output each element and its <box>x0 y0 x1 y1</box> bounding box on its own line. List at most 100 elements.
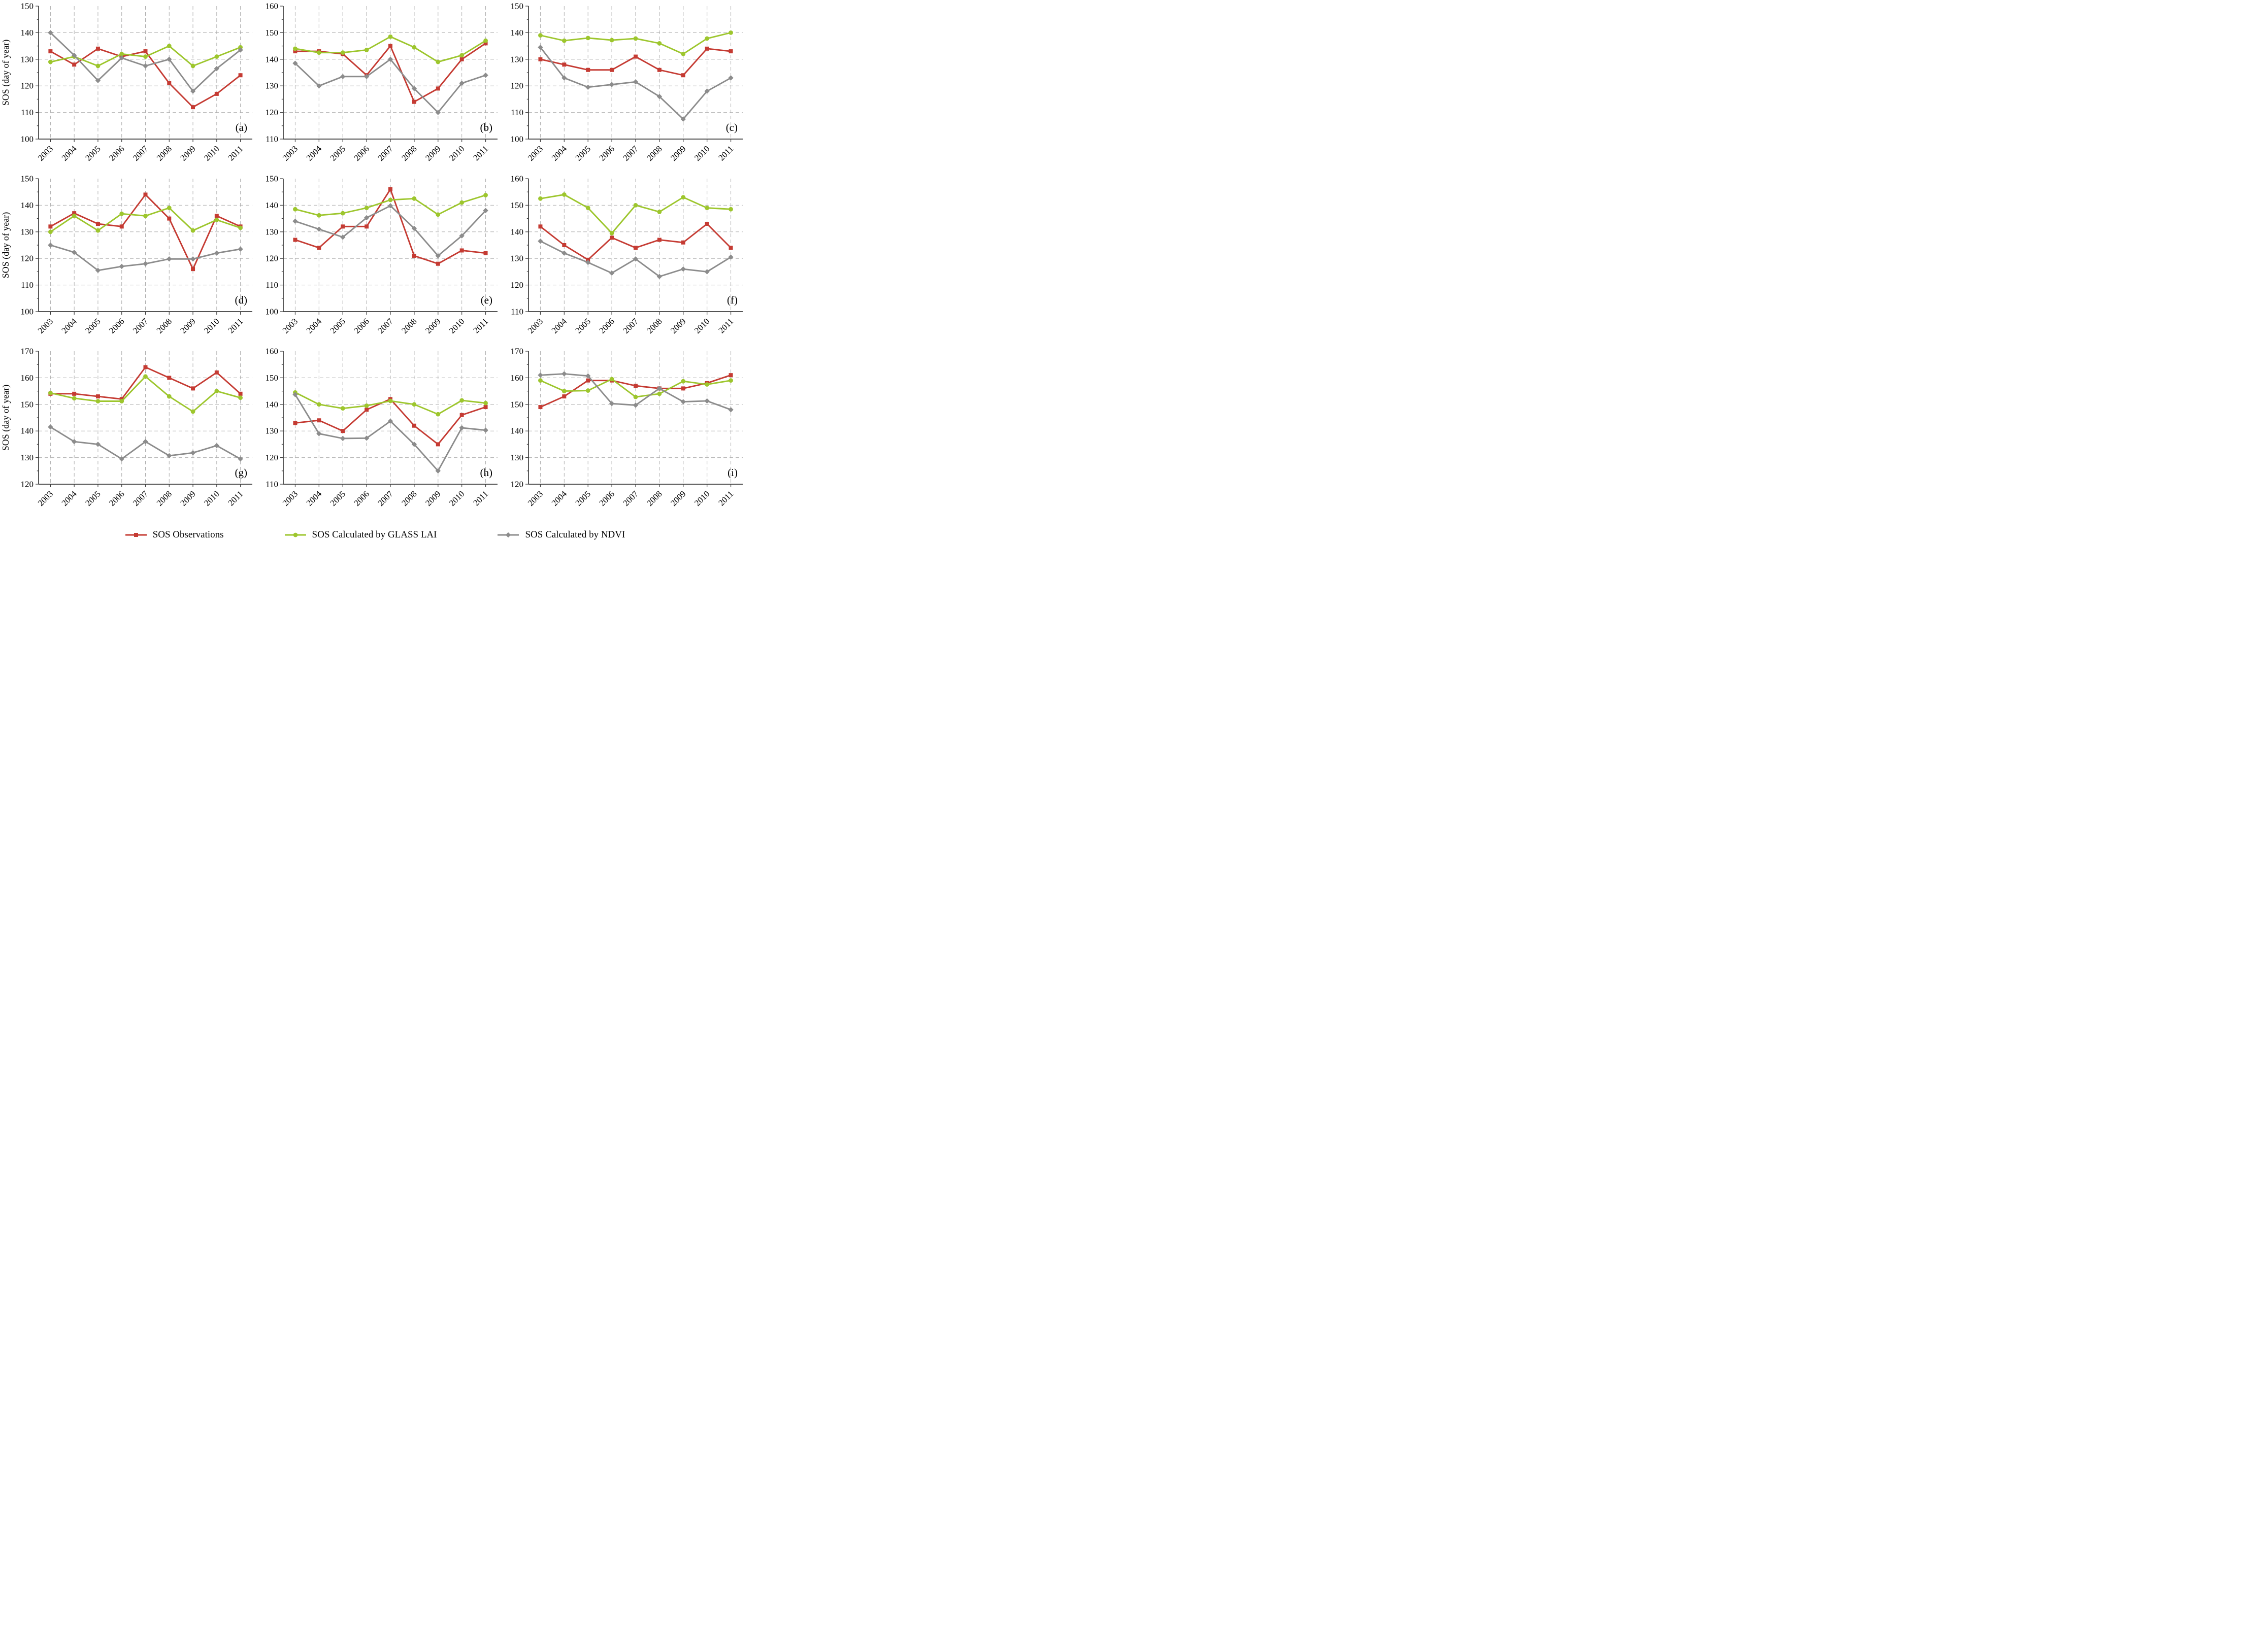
panel-label-f: (f) <box>727 294 738 306</box>
observations-marker <box>48 49 53 54</box>
x-tick-labels-f: 2003 2004 2005 2006 2007 2008 2009 2010 2011 <box>526 316 736 335</box>
ndvi-marker <box>561 250 567 256</box>
glass_lai-marker <box>143 54 148 59</box>
glass_lai-marker <box>214 217 219 222</box>
series-glass_lai-g <box>48 374 243 414</box>
glass_lai-marker <box>538 378 543 383</box>
glass_lai-marker <box>95 63 101 69</box>
glass_lai-marker <box>238 395 243 400</box>
glass_lai-marker <box>705 206 710 211</box>
y-tick-label: 130 <box>21 227 34 237</box>
glass_lai-marker <box>48 229 53 234</box>
subplot-b: 110 120 130 140 150 160 2003 2004 2005 2006 2007 20… <box>259 0 504 173</box>
y-tick-label: 110 <box>511 307 523 317</box>
glass_lai-marker <box>167 206 172 211</box>
subplot-d: 100 110 120 130 140 150 2003 2004 2005 2006 2007 20… <box>0 173 259 345</box>
x-tick-label: 2008 <box>155 489 174 508</box>
ndvi-marker <box>167 256 172 262</box>
observations-marker <box>167 376 172 380</box>
observations-marker <box>388 44 392 48</box>
observations-marker <box>412 423 416 428</box>
observations-marker <box>586 257 590 262</box>
glass_lai-marker <box>585 36 590 41</box>
ndvi-marker <box>363 74 370 80</box>
glass_lai-marker <box>633 394 638 399</box>
observations-marker <box>586 378 590 383</box>
y-tick-label: 120 <box>511 280 524 290</box>
ndvi-marker <box>538 372 543 378</box>
ndvi-marker <box>609 82 615 87</box>
y-tick-label: 140 <box>511 28 524 38</box>
glass_lai-marker <box>412 402 417 407</box>
y-tick-labels-f: 110 120 130 140 150 160 <box>511 174 524 317</box>
glass_lai-marker <box>119 51 124 56</box>
x-tick-label: 2005 <box>574 144 592 162</box>
glass_lai-marker <box>238 45 243 50</box>
series-ndvi-a <box>48 30 243 94</box>
glass_lai-marker <box>364 206 369 211</box>
ndvi-marker <box>292 60 298 66</box>
x-tick-label: 2010 <box>692 316 711 335</box>
ndvi-marker <box>48 242 53 248</box>
glass_lai-marker <box>190 409 195 414</box>
sos-figure-grid: 100 110 120 130 140 150 2003 2004 2005 2006 2007 20… <box>0 0 749 518</box>
ndvi-marker <box>143 63 148 69</box>
x-tick-label: 2010 <box>692 144 711 162</box>
ndvi-marker <box>363 215 370 221</box>
glass_lai-marker <box>412 196 417 201</box>
x-tick-labels-d: 2003 2004 2005 2006 2007 2008 2009 2010 2011 <box>36 316 245 335</box>
y-tick-labels-h: 110 120 130 140 150 160 <box>266 347 279 489</box>
glass_lai-marker <box>681 51 686 56</box>
glass_lai-marker <box>316 213 321 218</box>
observations-marker <box>95 222 100 226</box>
y-tick-labels-d: 100 110 120 130 140 150 <box>21 174 34 317</box>
x-tick-label: 2011 <box>226 144 245 162</box>
observations-marker <box>317 246 321 250</box>
ndvi-marker <box>340 74 346 80</box>
glass_lai-marker <box>214 54 219 59</box>
glass_lai-marker <box>561 389 567 393</box>
y-tick-label: 120 <box>21 81 34 91</box>
x-tick-labels-a: 2003 2004 2005 2006 2007 2008 2009 2010 2011 <box>36 144 245 163</box>
glass_lai-marker <box>95 228 101 233</box>
y-axis-title: SOS (day of year) <box>1 40 11 106</box>
y-tick-label: 140 <box>266 399 279 409</box>
gridlines-g <box>39 351 252 484</box>
x-tick-label: 2007 <box>131 316 150 335</box>
x-tick-label: 2004 <box>60 489 79 508</box>
gridlines-i <box>528 351 743 484</box>
glass_lai-marker <box>729 378 733 383</box>
y-tick-label: 130 <box>266 426 279 436</box>
y-tick-label: 150 <box>266 174 279 184</box>
observations-marker <box>119 224 124 229</box>
ndvi-marker <box>71 52 77 58</box>
glass_lai-marker <box>436 59 441 64</box>
legend-item-observations: SOS Observations <box>124 529 224 541</box>
glass_lai-marker <box>190 63 195 69</box>
glass_lai-marker <box>72 213 77 218</box>
x-tick-label: 2008 <box>645 489 664 508</box>
gridlines-f <box>528 179 743 312</box>
y-tick-label: 150 <box>21 174 34 184</box>
chart-a: 100 110 120 130 140 150 2003 2004 2005 2006 2007 20… <box>1 2 252 163</box>
glass_lai-marker <box>633 203 638 208</box>
x-tick-labels-e: 2003 2004 2005 2006 2007 2008 2009 2010 2011 <box>281 316 490 335</box>
gridlines-h <box>283 351 498 484</box>
x-tick-label: 2011 <box>471 144 490 162</box>
observations-marker <box>388 187 392 191</box>
subplot-f: 110 120 130 140 150 160 2003 2004 2005 2006 2007 20… <box>504 173 749 345</box>
glass_lai-marker <box>483 38 488 43</box>
ndvi-marker <box>167 56 172 62</box>
y-tick-label: 120 <box>266 108 279 117</box>
legend-item-ndvi: SOS Calculated by NDVI <box>497 529 625 541</box>
observations-marker <box>214 214 219 218</box>
y-tick-labels-e: 100 110 120 130 140 150 <box>266 174 279 317</box>
subplot-e: 100 110 120 130 140 150 2003 2004 2005 2006 2007 20… <box>259 173 504 345</box>
y-tick-label: 100 <box>266 307 279 317</box>
y-tick-label: 110 <box>266 280 278 290</box>
y-tick-label: 120 <box>266 254 279 263</box>
x-tick-label: 2005 <box>328 144 347 162</box>
panel-label-g: (g) <box>235 466 248 479</box>
y-tick-labels-i: 120 130 140 150 160 170 <box>511 347 524 489</box>
